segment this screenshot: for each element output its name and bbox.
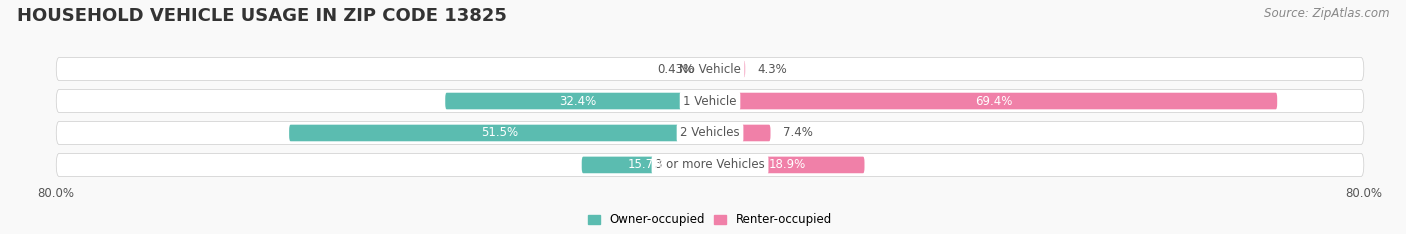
FancyBboxPatch shape <box>582 157 710 173</box>
Text: Source: ZipAtlas.com: Source: ZipAtlas.com <box>1264 7 1389 20</box>
Text: 7.4%: 7.4% <box>783 127 813 139</box>
Text: 18.9%: 18.9% <box>769 158 806 172</box>
Text: 69.4%: 69.4% <box>974 95 1012 107</box>
Text: 1 Vehicle: 1 Vehicle <box>683 95 737 107</box>
Text: 3 or more Vehicles: 3 or more Vehicles <box>655 158 765 172</box>
FancyBboxPatch shape <box>710 125 770 141</box>
FancyBboxPatch shape <box>446 93 710 109</box>
Text: 32.4%: 32.4% <box>560 95 596 107</box>
FancyBboxPatch shape <box>56 90 1364 113</box>
FancyBboxPatch shape <box>707 61 710 77</box>
Legend: Owner-occupied, Renter-occupied: Owner-occupied, Renter-occupied <box>588 213 832 227</box>
FancyBboxPatch shape <box>710 61 745 77</box>
FancyBboxPatch shape <box>290 125 710 141</box>
FancyBboxPatch shape <box>56 121 1364 144</box>
Text: No Vehicle: No Vehicle <box>679 62 741 76</box>
Text: 4.3%: 4.3% <box>758 62 787 76</box>
Text: 15.7%: 15.7% <box>627 158 665 172</box>
Text: 51.5%: 51.5% <box>481 127 519 139</box>
FancyBboxPatch shape <box>56 58 1364 80</box>
FancyBboxPatch shape <box>710 93 1277 109</box>
FancyBboxPatch shape <box>710 157 865 173</box>
Text: HOUSEHOLD VEHICLE USAGE IN ZIP CODE 13825: HOUSEHOLD VEHICLE USAGE IN ZIP CODE 1382… <box>17 7 506 25</box>
Text: 0.43%: 0.43% <box>657 62 695 76</box>
Text: 2 Vehicles: 2 Vehicles <box>681 127 740 139</box>
FancyBboxPatch shape <box>56 154 1364 176</box>
